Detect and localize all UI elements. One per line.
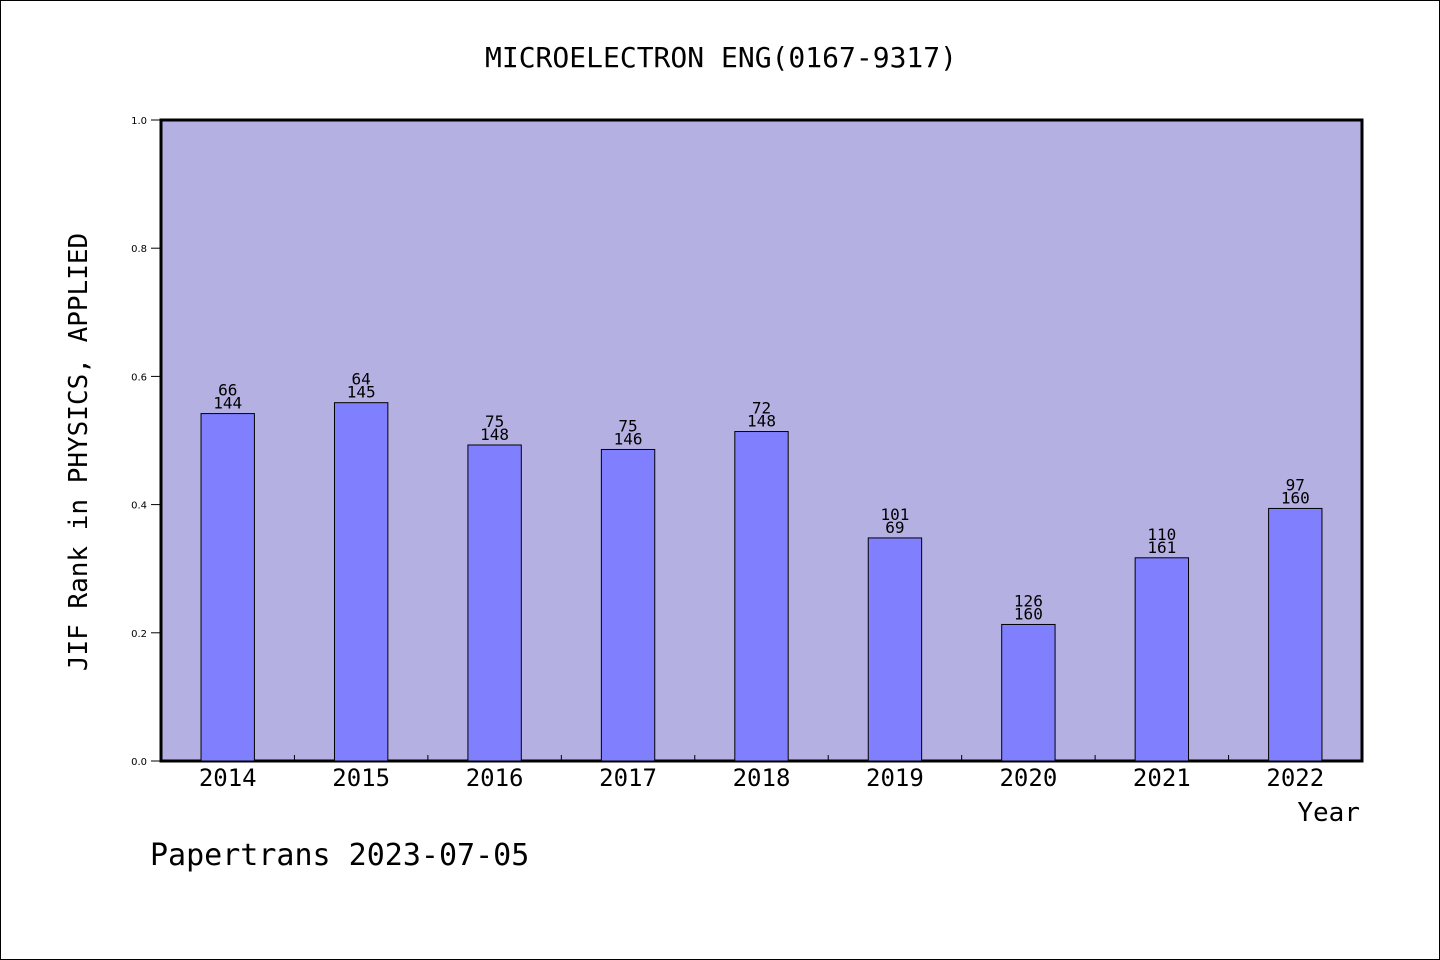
x-tick-label-2022: 2022 (1266, 764, 1324, 792)
data-label-bottom-2021: 161 (1147, 538, 1176, 557)
data-label-bottom-2016: 148 (480, 425, 509, 444)
data-label-bottom-2022: 160 (1281, 488, 1310, 507)
x-tick-label-2017: 2017 (599, 764, 657, 792)
data-label-bottom-2017: 146 (614, 429, 643, 448)
data-label-top-2017: 75 (618, 416, 637, 435)
data-label-bottom-2019: 69 (885, 518, 904, 537)
x-tick-label-2016: 2016 (466, 764, 524, 792)
x-tick-label-2015: 2015 (332, 764, 390, 792)
footer-text: Papertrans 2023-07-05 (150, 838, 529, 873)
data-label-bottom-2015: 145 (347, 383, 376, 402)
x-axis: 2014 2015 2016 2017 2018 2019 2020 2021 2022 (199, 755, 1324, 792)
x-axis-label: Year (1297, 798, 1360, 828)
data-label-bottom-2014: 144 (213, 394, 242, 413)
x-tick-label-2019: 2019 (866, 764, 924, 792)
y-tick-label: 0.0 (131, 757, 147, 768)
x-tick-label-2018: 2018 (733, 764, 791, 792)
bar-2015 (333, 402, 389, 762)
data-label-bottom-2018: 148 (747, 412, 776, 431)
data-label-bottom-2020: 160 (1014, 604, 1043, 623)
x-tick-label-2020: 2020 (999, 764, 1057, 792)
bar-2021 (1134, 557, 1190, 762)
x-tick-label-2014: 2014 (199, 764, 257, 792)
y-axis-label: JIF Rank in PHYSICS, APPLIED (64, 233, 94, 671)
data-label-top-2020: 126 (1014, 591, 1043, 610)
bar-2020 (1001, 623, 1056, 762)
bar-2014 (200, 413, 255, 762)
y-tick-label: 1.0 (131, 116, 147, 127)
bars-layer (200, 402, 1323, 762)
bar-2019 (867, 537, 923, 762)
y-tick-label: 0.2 (131, 629, 147, 640)
y-tick-label: 0.6 (131, 372, 147, 383)
bar-2022 (1268, 507, 1323, 762)
data-label-top-2015: 64 (352, 370, 371, 389)
bar-2017 (600, 448, 656, 762)
data-label-top-2022: 97 (1286, 475, 1305, 494)
chart-title: MICROELECTRON ENG(0167-9317) (485, 41, 957, 74)
y-tick-label: 0.8 (131, 244, 147, 255)
data-label-top-2014: 66 (218, 381, 237, 400)
data-label-top-2019: 101 (880, 505, 909, 524)
data-label-top-2016: 75 (485, 412, 504, 431)
y-axis: 0.0 0.2 0.4 0.6 0.8 1.0 (131, 116, 161, 768)
x-tick-label-2021: 2021 (1133, 764, 1191, 792)
bar-2016 (467, 444, 522, 762)
y-tick-label: 0.4 (131, 501, 147, 512)
data-label-top-2018: 72 (752, 399, 771, 418)
data-label-top-2021: 110 (1147, 525, 1176, 544)
bar-2018 (734, 431, 789, 762)
